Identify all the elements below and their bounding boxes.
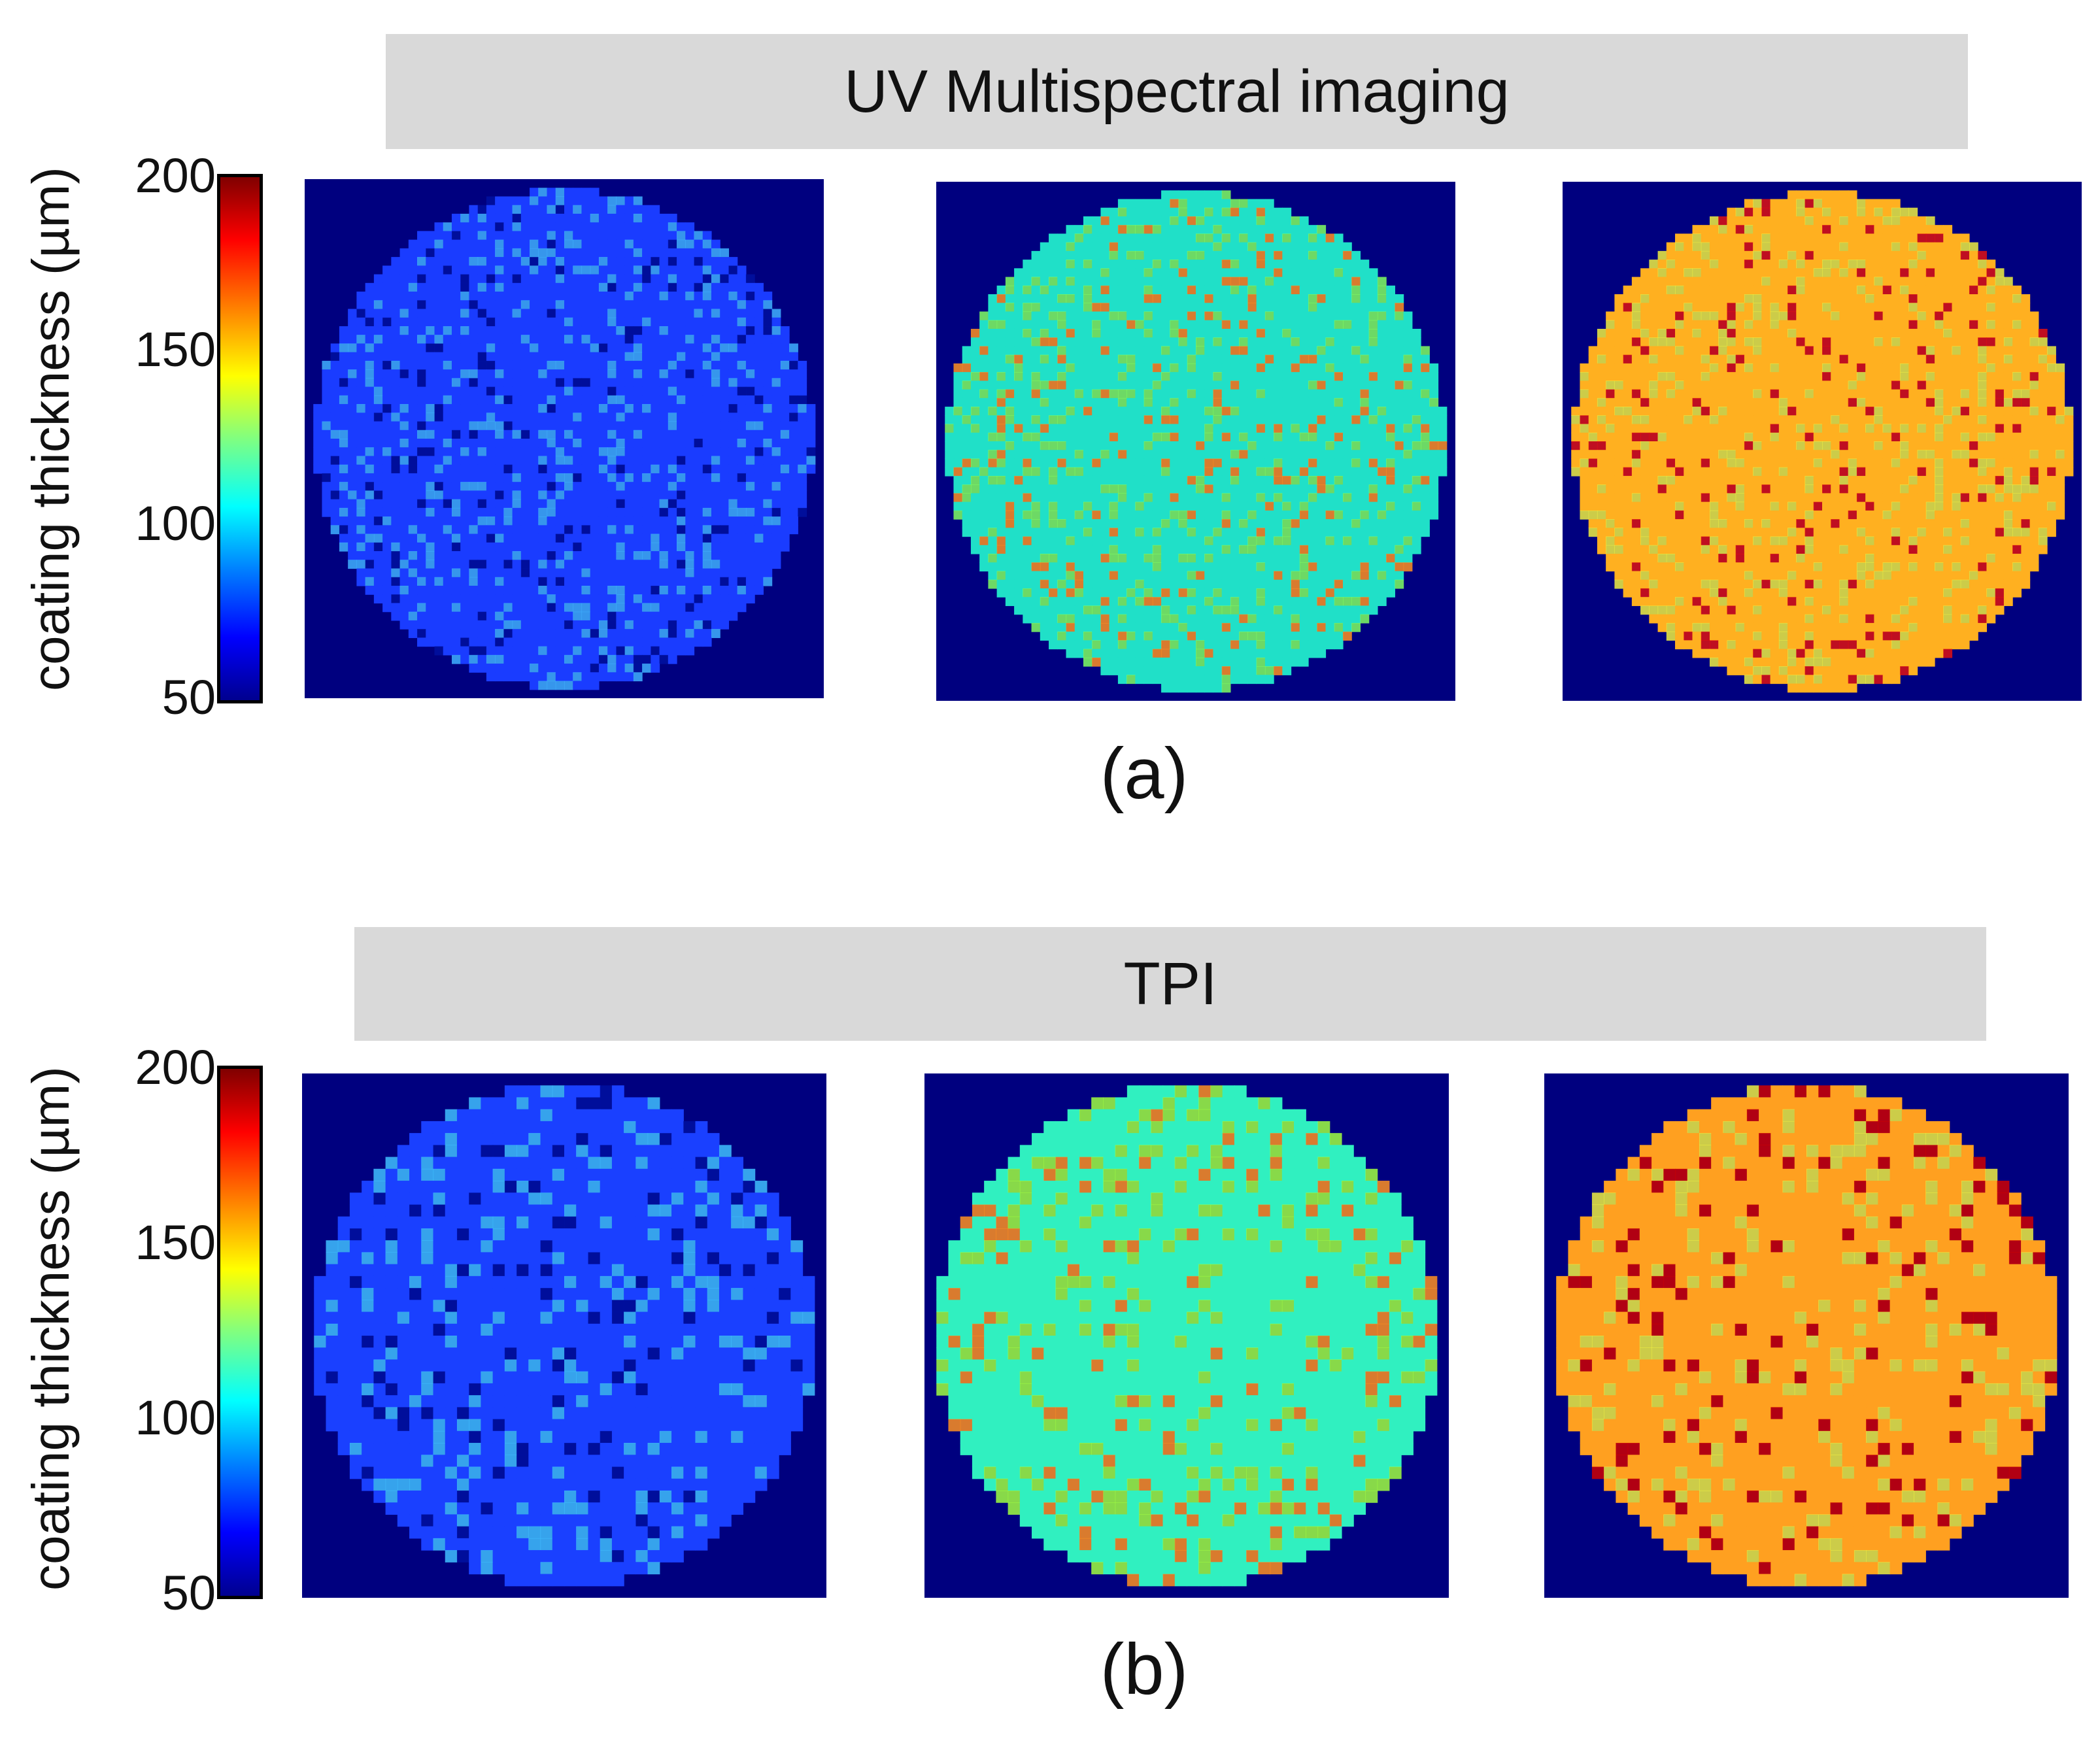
colorbar-a-tick-200: 200	[135, 148, 216, 203]
colorbar-b	[217, 1066, 263, 1599]
colorbar-a-tick-50: 50	[161, 670, 216, 724]
uv-multispectral-banner: UV Multispectral imaging	[386, 34, 1968, 149]
map-disc	[1571, 190, 2074, 693]
banner-title: TPI	[1123, 950, 1217, 1017]
tpi-map-1	[302, 1073, 826, 1598]
map-disc	[1556, 1085, 2058, 1587]
uv-map-2	[936, 182, 1455, 701]
colorbar-b-tick-200: 200	[135, 1040, 216, 1094]
colorbar-label-a: coating thickness (µm)	[22, 167, 80, 691]
map-disc	[313, 188, 816, 690]
colorbar-label-b: coating thickness (µm)	[22, 1066, 80, 1591]
colorbar-a-tick-100: 100	[135, 496, 216, 550]
map-disc	[936, 1085, 1438, 1587]
tpi-banner: TPI	[354, 927, 1986, 1041]
colorbar-b-tick-100: 100	[135, 1391, 216, 1445]
map-disc	[945, 190, 1448, 693]
banner-title: UV Multispectral imaging	[844, 58, 1510, 125]
colorbar-a	[217, 174, 263, 703]
caption-a: (a)	[1100, 734, 1189, 814]
colorbar-b-tick-150: 150	[135, 1215, 216, 1270]
colorbar-b-tick-50: 50	[161, 1566, 216, 1620]
tpi-map-3	[1544, 1073, 2069, 1598]
uv-map-3	[1563, 182, 2082, 701]
tpi-map-2	[924, 1073, 1449, 1598]
caption-b: (b)	[1100, 1629, 1189, 1710]
uv-map-1	[305, 179, 824, 698]
map-disc	[314, 1085, 815, 1587]
colorbar-a-tick-150: 150	[135, 322, 216, 377]
